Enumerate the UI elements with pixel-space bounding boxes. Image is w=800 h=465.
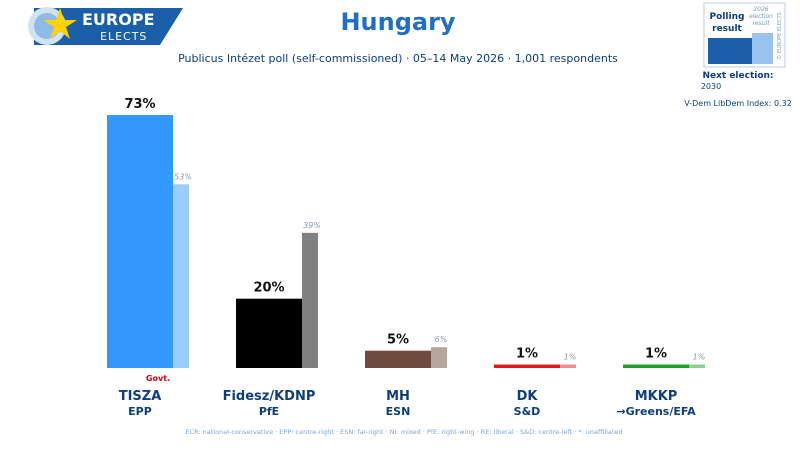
group-label-2: ESN: [386, 405, 411, 418]
legend-vertical-credit: © EUROPE ELECTS: [776, 12, 783, 59]
bar-election-2: [431, 347, 447, 368]
star-icon: [43, 8, 77, 39]
footnote: ECR: national-conservative · EPP: centre…: [185, 428, 622, 436]
brand-line2: ELECTS: [100, 30, 147, 43]
page-title: Hungary: [340, 8, 455, 36]
legend-election-swatch: [752, 33, 773, 64]
bar-poll-4: [623, 364, 689, 368]
group-label-4: →Greens/EFA: [616, 405, 696, 418]
label-poll-0: 73%: [124, 97, 155, 112]
next-election-value: 2030: [701, 82, 721, 91]
legend-frame: [703, 2, 786, 68]
bar-poll-1: [236, 298, 302, 368]
label-election-0: 53%: [174, 172, 192, 181]
bar-election-4: [689, 364, 705, 368]
label-poll-4: 1%: [645, 347, 667, 362]
govt-marker: Govt.: [146, 374, 170, 383]
legend-election-label-1: 2026: [753, 6, 768, 13]
category-label-0: TISZA: [119, 389, 162, 404]
category-label-1: Fidesz/KDNP: [223, 389, 316, 404]
legend-polling-swatch: [708, 38, 752, 64]
label-election-2: 6%: [435, 335, 448, 344]
label-poll-3: 1%: [516, 347, 538, 362]
group-label-0: EPP: [128, 405, 152, 418]
bar-poll-3: [494, 364, 560, 368]
label-election-4: 1%: [693, 353, 706, 362]
bar-election-3: [560, 364, 576, 368]
brand-line1: EUROPE: [82, 10, 155, 29]
legend-election-label-3: result: [752, 20, 770, 27]
page-subtitle: Publicus Intézet poll (self-commissioned…: [178, 52, 618, 65]
legend-polling-label-2: result: [712, 24, 742, 34]
label-poll-2: 5%: [387, 333, 409, 348]
category-label-3: DK: [517, 389, 539, 404]
label-poll-1: 20%: [253, 281, 284, 296]
label-election-3: 1%: [564, 353, 577, 362]
category-label-2: MH: [386, 389, 410, 404]
bar-election-0: [173, 184, 189, 368]
legend-box: Polling result 2026 election result © EU…: [703, 2, 786, 68]
logo-banner: [34, 8, 183, 45]
legend-election-label-2: election: [749, 13, 773, 20]
bar-election-1: [302, 232, 318, 368]
vdem-index: V-Dem LibDem Index: 0.32: [684, 99, 792, 108]
category-label-4: MKKP: [635, 389, 678, 404]
legend-polling-label-1: Polling: [710, 12, 745, 22]
next-election-label: Next election:: [702, 71, 773, 81]
group-label-1: PfE: [259, 405, 279, 418]
bar-poll-2: [365, 350, 431, 368]
europe-elects-logo: EUROPE ELECTS: [28, 7, 183, 45]
group-label-3: S&D: [514, 405, 541, 418]
label-election-1: 39%: [303, 221, 321, 230]
bar-poll-0: [107, 115, 173, 368]
